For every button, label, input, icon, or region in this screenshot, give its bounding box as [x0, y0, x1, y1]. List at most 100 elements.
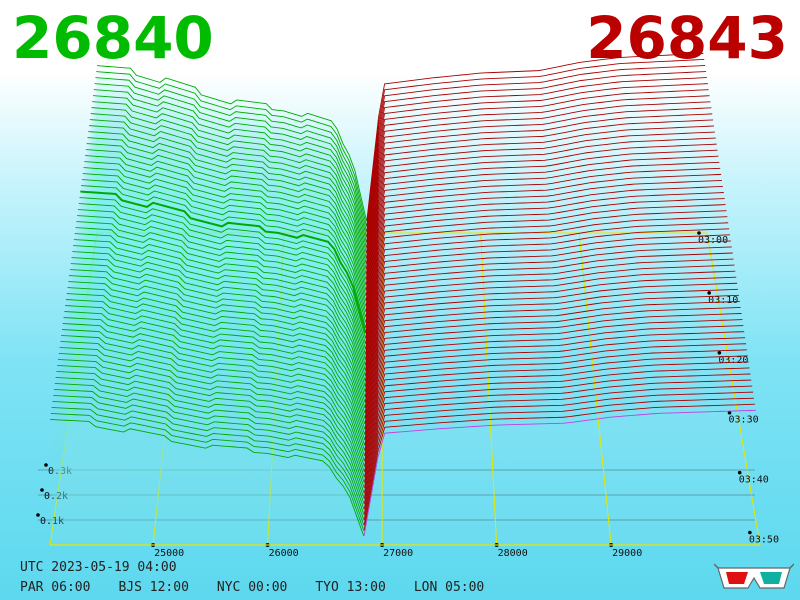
ask-depth-line — [364, 361, 749, 494]
bid-depth-line — [75, 227, 366, 366]
bid-depth-line — [96, 71, 367, 227]
bid-depth-fill — [66, 293, 365, 434]
timezone-paris: PAR 06:00 — [20, 580, 91, 595]
time-tick-label: 03:40 — [739, 475, 769, 486]
ask-depth-line — [365, 173, 722, 328]
price-tick-label: 29000 — [612, 548, 642, 559]
bid-depth-fill — [72, 251, 366, 397]
ask-depth-line — [366, 83, 708, 248]
ask-depth-line — [365, 113, 713, 275]
bid-depth-line — [61, 335, 365, 462]
bid-depth-line — [60, 341, 365, 467]
time-tick-marker — [748, 530, 752, 535]
bid-depth-fill — [67, 287, 365, 429]
ask-depth-line — [364, 349, 747, 483]
time-tick-marker — [727, 410, 732, 415]
bid-depth-fill — [52, 401, 364, 530]
bid-depth-fill — [93, 89, 367, 255]
ask-depth-line — [363, 391, 754, 520]
bid-depth-line — [88, 131, 367, 280]
bid-depth-line — [96, 65, 368, 222]
volume-tick-marker — [44, 463, 48, 467]
bid-depth-line — [91, 107, 367, 259]
bid-depth-fill — [89, 125, 367, 286]
ask-depth-line — [365, 161, 720, 317]
bid-depth-line — [89, 125, 367, 275]
ask-depth-line — [364, 325, 744, 462]
bid-depth-line — [59, 347, 365, 473]
bid-depth-line — [78, 203, 366, 345]
bid-depth-fill — [85, 155, 366, 313]
volume-tick-label: 0.2k — [44, 491, 68, 502]
ask-depth-line — [365, 198, 725, 349]
ask-depth-line — [365, 204, 726, 355]
ask-depth-line — [365, 216, 728, 365]
ask-depth-line — [366, 95, 710, 259]
ask-depth-line — [365, 222, 729, 371]
time-tick-label: 03:30 — [729, 415, 759, 426]
bid-depth-line — [73, 239, 366, 377]
bid-depth-line — [63, 317, 366, 446]
ask-depth-line — [366, 71, 707, 237]
bid-depth-fill — [73, 245, 366, 392]
bid-depth-line — [53, 389, 365, 510]
price-tick-label: 25000 — [154, 548, 184, 559]
bid-depth-line — [92, 101, 367, 254]
3d-glasses-icon[interactable] — [714, 562, 794, 592]
bid-depth-line — [87, 137, 367, 286]
bid-depth-fill — [57, 365, 365, 498]
ask-depth-line — [365, 167, 721, 323]
ask-depth-line — [364, 331, 745, 467]
bid-depth-line — [84, 161, 367, 307]
ask-depth-line — [365, 137, 716, 296]
bid-depth-line — [51, 407, 365, 526]
ask-depth-line — [365, 131, 715, 291]
bid-depth-fill — [50, 419, 364, 545]
ask-depth-line — [366, 89, 709, 253]
ask-depth-line — [366, 52, 704, 221]
bid-depth-line — [57, 365, 365, 489]
timezone-london: LON 05:00 — [413, 580, 485, 595]
bid-depth-fill — [54, 383, 365, 514]
bid-depth-line — [81, 179, 367, 323]
bid-depth-fill — [56, 371, 365, 503]
bid-price: 26840 — [12, 4, 214, 72]
utc-timestamp: UTC 2023-05-19 04:00 — [20, 560, 177, 575]
bid-depth-fill — [86, 143, 366, 302]
price-gridline — [267, 232, 285, 546]
ask-depth-line — [364, 258, 734, 403]
bid-depth-fill — [55, 377, 365, 508]
bid-depth-line — [93, 89, 367, 243]
bid-depth-line — [54, 383, 365, 505]
volume-tick-marker — [36, 513, 40, 517]
bid-depth-line — [70, 263, 366, 398]
time-tick-label: 03:50 — [749, 535, 779, 546]
bid-depth-line — [85, 155, 367, 302]
order-book-depth-chart: 0.3k 0.2k 0.1k 25000 26000 27000 28000 29000 03:… — [36, 52, 779, 559]
bid-depth-fill — [65, 305, 365, 445]
bid-depth-fill — [81, 179, 366, 334]
ask-depth-line — [364, 367, 750, 499]
bid-depth-line — [74, 233, 366, 371]
ask-depth-line — [364, 294, 739, 435]
bid-depth-line — [77, 209, 366, 350]
time-tick-marker — [717, 351, 722, 355]
bid-depth-fill — [78, 203, 366, 355]
bid-depth-fill — [65, 299, 365, 440]
ask-depth-line — [366, 58, 705, 226]
ask-depth-line — [365, 228, 730, 376]
volume-tick-label: 0.3k — [48, 466, 72, 477]
bid-depth-fill — [85, 149, 366, 308]
ask-depth-line — [365, 149, 718, 307]
bid-depth-line — [68, 281, 366, 414]
bid-depth-line — [90, 113, 367, 264]
volume-tick-marker — [40, 488, 44, 492]
ask-depth-line — [364, 355, 748, 488]
bid-depth-fill — [88, 131, 367, 292]
price-tick-label: 26000 — [269, 548, 299, 559]
ask-depth-line — [364, 270, 736, 413]
bid-depth-line — [77, 215, 366, 355]
bid-depth-line — [52, 401, 365, 521]
bid-depth-line — [81, 185, 367, 328]
time-tick-marker — [737, 470, 742, 475]
